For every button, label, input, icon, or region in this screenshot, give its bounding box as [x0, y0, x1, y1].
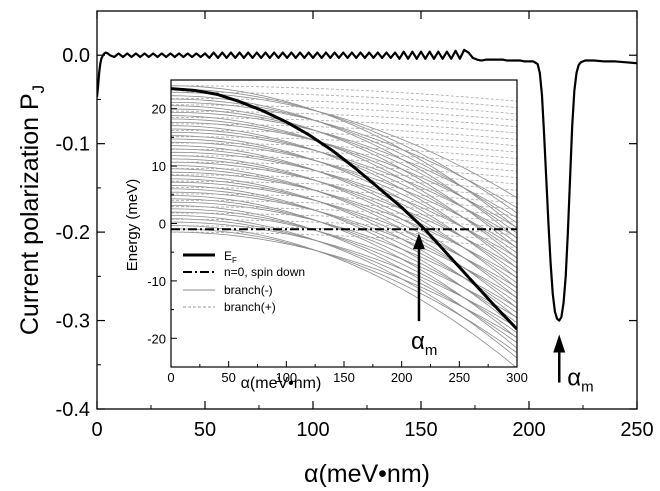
main-x-tick-label: 50	[194, 419, 216, 441]
legend-entry-branch-minus: branch(-)	[183, 283, 273, 297]
main-x-tick-label: 250	[620, 419, 653, 441]
inset-y-tick-label: -10	[147, 274, 166, 289]
main-y-axis-label: Current polarization PJ	[16, 85, 48, 335]
main-x-tick-label: 150	[404, 419, 437, 441]
branch-plus-line	[171, 117, 517, 134]
branch-minus-line	[171, 205, 517, 349]
branch-plus-line	[171, 142, 517, 159]
svg-text:branch(-): branch(-)	[224, 283, 273, 297]
inset-y-tick-label: 0	[159, 217, 166, 232]
branch-plus-line	[171, 187, 517, 204]
inset-series-ef	[171, 87, 517, 331]
inset-x-tick-label: 150	[333, 370, 355, 385]
main-x-tick-label: 200	[512, 419, 545, 441]
legend-entry-spin-down: n=0, spin down	[183, 265, 305, 279]
branch-plus-line	[171, 129, 517, 147]
inset-x-tick-label: 50	[221, 370, 235, 385]
inset-x-tick-label: 250	[448, 370, 470, 385]
inset-x-axis-ticks: 0 50 100 150 200 250 300	[167, 361, 528, 385]
branch-plus-line	[171, 193, 517, 210]
branch-plus-line	[171, 212, 517, 229]
inset-legend: EF n=0, spin down branch(-) branch(+)	[183, 249, 305, 314]
branch-minus-line	[171, 85, 517, 229]
branch-minus-line	[171, 185, 517, 329]
svg-text:branch(+): branch(+)	[224, 300, 276, 314]
inset-y-tick-label: -20	[147, 331, 166, 346]
branch-minus-line	[171, 92, 517, 199]
main-x-tick-label: 100	[296, 419, 329, 441]
branch-plus-line	[171, 155, 517, 172]
main-y-tick-label: -0.3	[56, 311, 90, 333]
branch-plus-line	[171, 110, 517, 128]
main-y-tick-label: -0.1	[56, 134, 90, 156]
inset-y-axis-label: Energy (meV)	[124, 179, 141, 272]
branch-plus-line	[171, 168, 517, 185]
branch-minus-line	[171, 95, 517, 239]
main-y-axis-ticks: 0.0 -0.1 -0.2 -0.3 -0.4	[56, 45, 637, 421]
main-y-tick-label: 0.0	[62, 45, 90, 67]
inset-x-tick-label: 0	[167, 370, 174, 385]
inset-alpha-m-arrow: αm	[411, 233, 437, 359]
svg-text:EF: EF	[224, 249, 237, 265]
branch-plus-line	[171, 174, 517, 191]
legend-entry-branch-plus: branch(+)	[183, 300, 276, 314]
branch-minus-line	[171, 195, 517, 339]
branch-plus-line	[171, 225, 517, 242]
main-x-axis-ticks: 0 50 100 150 200 250	[91, 11, 654, 441]
inset-y-tick-label: 10	[152, 159, 166, 174]
main-y-tick-label: -0.2	[56, 222, 90, 244]
branch-minus-line	[171, 135, 517, 279]
branch-plus-line	[171, 91, 517, 108]
main-alpha-m-arrow: αm	[553, 334, 594, 396]
branch-plus-line	[171, 85, 517, 102]
main-x-tick-label: 0	[91, 419, 102, 441]
branch-plus-line	[171, 219, 517, 236]
branch-minus-line	[171, 175, 517, 319]
inset-x-tick-label: 300	[506, 370, 528, 385]
branch-plus-line	[171, 136, 517, 153]
branch-plus-line	[171, 206, 517, 223]
branch-plus-line	[171, 149, 517, 166]
inset-alpha-m-label: αm	[411, 328, 437, 359]
inset-plot-background	[171, 80, 517, 367]
inset-y-axis-ticks: 20 10 0 -10 -20	[147, 79, 177, 368]
svg-text:n=0, spin down: n=0, spin down	[224, 265, 305, 279]
legend-entry-ef: EF	[183, 249, 237, 265]
main-x-axis-label: α(meV•nm)	[304, 460, 430, 488]
branch-plus-line	[171, 161, 517, 178]
inset-x-tick-label: 200	[391, 370, 413, 385]
inset-x-axis-label: α(meV•nm)	[241, 375, 322, 392]
inset-x-tick-label: 100	[275, 370, 297, 385]
branch-plus-line	[171, 199, 517, 217]
main-chart: 0 50 100 150 200 250 0.0-0.1-0.2-0.3-0.4 α(me…	[16, 10, 654, 488]
main-alpha-m-label: αm	[567, 365, 593, 396]
branch-minus-line	[171, 115, 517, 259]
branch-plus-line	[171, 123, 517, 140]
main-series-line	[97, 48, 637, 322]
branch-plus-line	[171, 231, 517, 248]
branch-plus-line	[171, 104, 517, 121]
branch-plus-line	[171, 180, 517, 198]
branch-minus-line	[171, 165, 517, 309]
branch-minus-line	[171, 155, 517, 299]
inset-branch-lines	[171, 85, 517, 367]
main-y-tick-label: -0.4	[56, 399, 90, 421]
inset-y-tick-label: 20	[152, 102, 166, 117]
branch-minus-line	[171, 105, 517, 249]
